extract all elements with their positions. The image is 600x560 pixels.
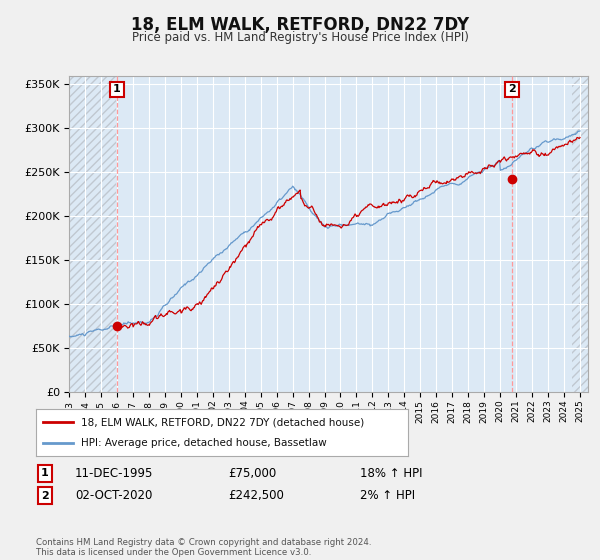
Text: £242,500: £242,500 — [228, 489, 284, 502]
Text: 18% ↑ HPI: 18% ↑ HPI — [360, 466, 422, 480]
Text: Price paid vs. HM Land Registry's House Price Index (HPI): Price paid vs. HM Land Registry's House … — [131, 31, 469, 44]
Text: 18, ELM WALK, RETFORD, DN22 7DY: 18, ELM WALK, RETFORD, DN22 7DY — [131, 16, 469, 34]
Bar — [69, 76, 116, 392]
Text: 11-DEC-1995: 11-DEC-1995 — [75, 466, 154, 480]
Text: HPI: Average price, detached house, Bassetlaw: HPI: Average price, detached house, Bass… — [80, 438, 326, 448]
Text: 18, ELM WALK, RETFORD, DN22 7DY (detached house): 18, ELM WALK, RETFORD, DN22 7DY (detache… — [80, 417, 364, 427]
Text: 1: 1 — [113, 85, 121, 95]
Text: 02-OCT-2020: 02-OCT-2020 — [75, 489, 152, 502]
Text: 1: 1 — [41, 468, 49, 478]
Text: £75,000: £75,000 — [228, 466, 276, 480]
Text: 2: 2 — [41, 491, 49, 501]
Text: 2% ↑ HPI: 2% ↑ HPI — [360, 489, 415, 502]
Text: Contains HM Land Registry data © Crown copyright and database right 2024.
This d: Contains HM Land Registry data © Crown c… — [36, 538, 371, 557]
Bar — [572, 76, 588, 392]
Text: 2: 2 — [508, 85, 516, 95]
